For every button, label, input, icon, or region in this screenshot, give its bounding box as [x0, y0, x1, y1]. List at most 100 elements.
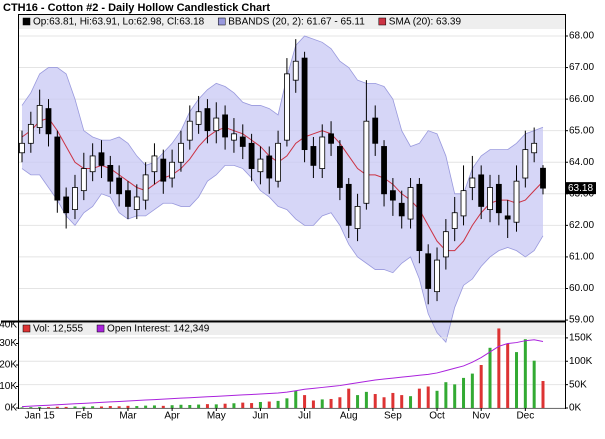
y-tick-label: 66.00: [569, 94, 594, 105]
volume-bar: [400, 395, 404, 408]
volume-bar: [453, 384, 457, 408]
candle-body: [531, 142, 538, 154]
candle-body: [495, 183, 502, 214]
candle-body: [72, 187, 78, 210]
candle-body: [442, 231, 449, 258]
open-interest-line: [21, 339, 544, 408]
volume-bar: [73, 406, 77, 408]
candle-body: [178, 142, 184, 163]
candle-body: [284, 73, 290, 141]
candle-body: [54, 136, 61, 201]
volume-bar: [276, 400, 280, 408]
volume-bar: [523, 339, 527, 408]
x-tick-label: Feb: [75, 411, 93, 422]
volume-bar: [205, 404, 209, 408]
candle-body: [239, 136, 246, 147]
volume-bar: [470, 373, 474, 408]
candle-body: [195, 111, 202, 125]
y-tick-label: 60.00: [569, 283, 594, 294]
candle-body: [504, 215, 511, 220]
volume-bar: [152, 405, 156, 408]
volume-bar: [126, 405, 130, 408]
x-tick-label: Oct: [429, 411, 445, 422]
candle-body: [301, 57, 308, 151]
volume-bar: [117, 406, 121, 408]
volume-bar: [364, 391, 368, 408]
volume-bar: [29, 407, 33, 408]
candle-body: [248, 142, 255, 169]
volume-bar: [241, 402, 245, 408]
candle-body: [213, 117, 220, 132]
legend-label: SMA (20): 63.39: [389, 17, 462, 28]
candle-body: [45, 108, 52, 135]
volume-bar: [170, 405, 174, 408]
candle-body: [19, 142, 25, 154]
candle-body: [345, 183, 352, 226]
candle-body: [513, 180, 520, 223]
y2-tick-label: 100K: [569, 356, 593, 367]
volume-bar: [488, 347, 492, 408]
volume-bar: [285, 398, 289, 408]
volume-bar: [223, 403, 227, 408]
y-tick-label: 68.00: [569, 31, 594, 42]
y-tick-label: 62.00: [569, 220, 594, 231]
volume-bar: [135, 406, 139, 408]
volume-bar: [232, 403, 236, 408]
legend-label: Open Interest: 142,349: [107, 324, 210, 335]
last-price-tag: [566, 182, 596, 195]
candle-body: [363, 120, 370, 204]
candle-body: [169, 161, 176, 179]
chart-title: CTH16 - Cotton #2 - Daily Hollow Candles…: [3, 2, 270, 14]
legend-label: Vol: 12,555: [33, 324, 83, 335]
y-tick-label: 10K: [0, 381, 17, 392]
x-tick-label: May: [207, 411, 226, 422]
volume-bar: [64, 406, 68, 408]
candle-body: [310, 146, 317, 166]
bollinger-line: [21, 165, 544, 343]
volume-bar: [409, 396, 413, 408]
volume-bar: [435, 390, 439, 408]
candle-body: [89, 155, 96, 173]
volume-bar: [479, 365, 483, 408]
candle-body: [487, 187, 493, 210]
candle-body: [522, 149, 529, 179]
volume-bar: [46, 407, 50, 408]
x-tick-label: Aug: [340, 411, 358, 422]
candle-body: [125, 190, 131, 207]
y-tick-label: 0K: [5, 403, 18, 414]
y-tick-label: 20K: [0, 360, 17, 371]
candle-body: [275, 142, 281, 182]
volume-bar: [91, 406, 95, 408]
candle-body: [389, 190, 396, 201]
volume-bar: [338, 397, 342, 408]
candle-body: [80, 168, 87, 192]
legend-label: Op:63.81, Hi:63.91, Lo:62.98, Cl:63.18: [33, 17, 205, 28]
volume-bar: [373, 394, 377, 408]
volume-bar: [294, 390, 298, 408]
legend-bar: [19, 323, 565, 335]
volume-bar: [347, 388, 351, 408]
y-tick-label: 40K: [0, 320, 17, 331]
volume-bar: [506, 343, 510, 408]
x-tick-label: Jan 15: [25, 411, 55, 422]
candle-body: [336, 146, 343, 188]
candle-body: [222, 114, 229, 138]
volume-bar: [144, 405, 148, 408]
y-tick-label: 64.00: [569, 157, 594, 168]
legend-swatch: [378, 17, 387, 26]
candle-body: [381, 146, 387, 195]
volume-bar: [391, 392, 395, 408]
y2-tick-label: 50K: [569, 379, 587, 390]
candle-body: [328, 133, 334, 144]
candle-body: [151, 155, 158, 173]
volume-bar: [20, 407, 24, 408]
volume-bar: [320, 399, 324, 408]
volume-bar: [38, 406, 42, 408]
candle-body: [204, 108, 211, 132]
volume-bar: [250, 403, 254, 408]
volume-bar: [311, 400, 315, 408]
x-tick-label: Sep: [384, 411, 402, 422]
candle-body: [142, 174, 149, 201]
